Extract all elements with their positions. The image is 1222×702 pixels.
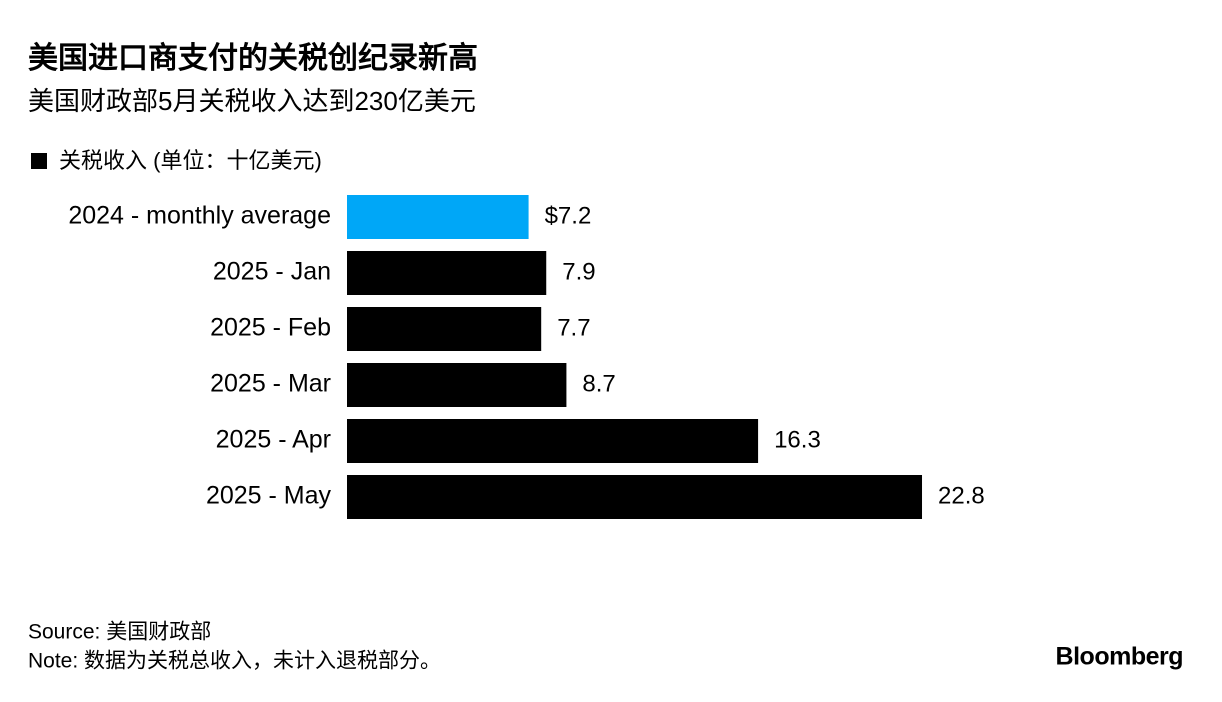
bar [347, 475, 923, 519]
note: Note: 数据为关税总收入，未计入退税部分。 [28, 650, 441, 673]
chart-subtitle: 美国财政部5月关税收入达到230亿美元 [28, 86, 476, 116]
y-tick-label: 2025 - May [206, 482, 332, 510]
y-tick-label: 2024 - monthly average [68, 202, 331, 230]
bar [347, 363, 567, 407]
y-tick-label: 2025 - Jan [213, 258, 331, 286]
data-label: $7.2 [545, 202, 592, 229]
source: Source: 美国财政部 [28, 621, 211, 644]
legend-swatch [31, 153, 47, 169]
bar [347, 195, 529, 239]
legend-label: 关税收入 (单位：十亿美元) [59, 148, 322, 173]
chart-title: 美国进口商支付的关税创纪录新高 [28, 41, 478, 75]
data-label: 22.8 [938, 482, 985, 509]
bar [347, 307, 542, 351]
y-tick-label: 2025 - Apr [216, 426, 331, 454]
brand-logo: Bloomberg [1056, 643, 1183, 671]
data-label: 7.7 [557, 314, 590, 341]
bar [347, 251, 547, 295]
y-tick-label: 2025 - Feb [210, 314, 331, 342]
data-label: 8.7 [582, 370, 615, 397]
bar [347, 419, 759, 463]
y-tick-label: 2025 - Mar [210, 370, 331, 398]
data-label: 16.3 [774, 426, 821, 453]
data-label: 7.9 [562, 258, 595, 285]
